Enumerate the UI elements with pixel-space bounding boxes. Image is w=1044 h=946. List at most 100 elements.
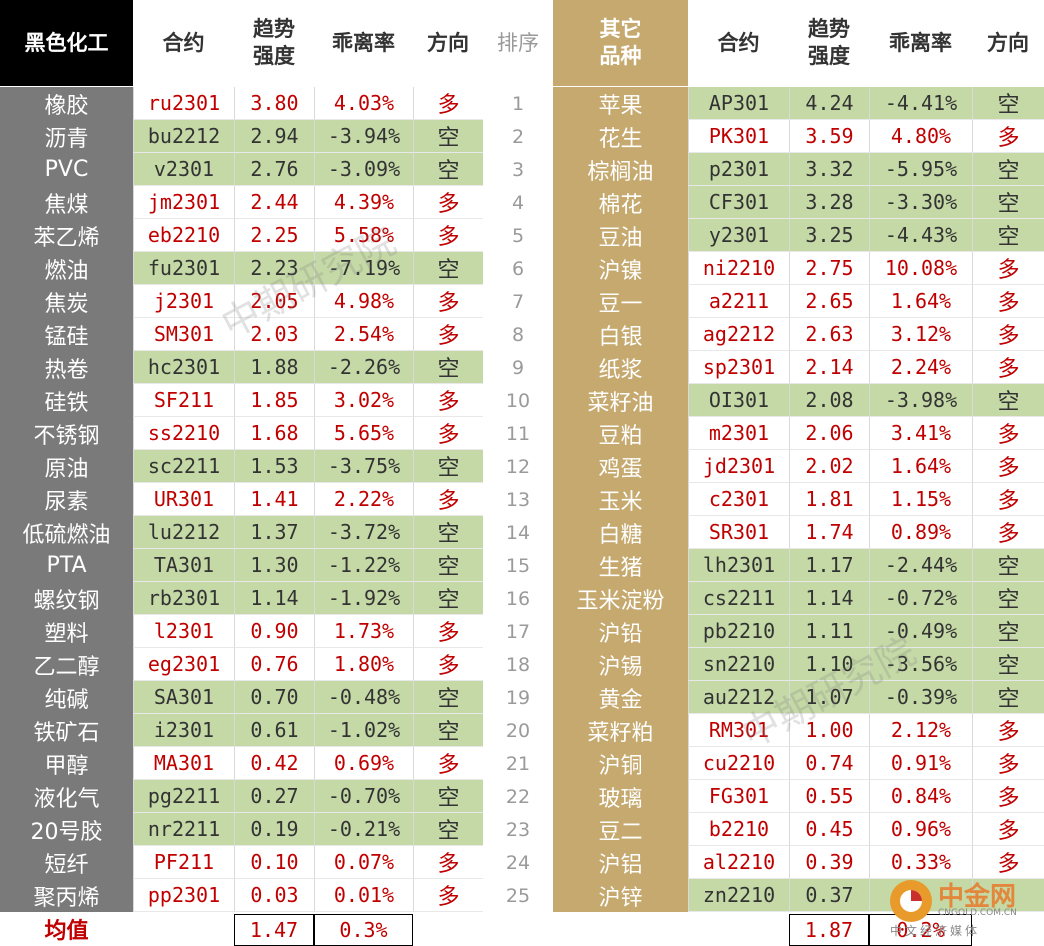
right-name: 黄金 [553,681,688,714]
left-strength: 0.42 [234,747,314,780]
right-strength: 2.65 [789,285,869,318]
rank-number: 17 [505,620,531,643]
right-name: 鸡蛋 [553,450,688,483]
right-deviation: -4.41% [869,87,972,120]
left-direction: 空 [413,780,483,813]
left-contract: SM301 [133,318,234,351]
right-name: 豆粕 [553,417,688,450]
left-deviation: -0.21% [314,813,413,846]
right-name: 玉米 [553,483,688,516]
right-direction: 多 [972,516,1044,549]
right-strength: 2.06 [789,417,869,450]
left-strength: 2.44 [234,186,314,219]
left-deviation: -0.48% [314,681,413,714]
right-name: 豆一 [553,285,688,318]
right-name: 沪锡 [553,648,688,681]
left-direction: 多 [413,846,483,879]
right-strength: 1.74 [789,516,869,549]
rank-number: 5 [511,224,525,247]
right-strength: 0.55 [789,780,869,813]
rank-number: 6 [511,257,525,280]
left-strength: 0.70 [234,681,314,714]
left-deviation: 1.80% [314,648,413,681]
right-direction: 多 [972,813,1044,846]
right-contract: m2301 [688,417,789,450]
left-direction: 空 [413,582,483,615]
left-direction: 多 [413,648,483,681]
left-contract: SF211 [133,384,234,417]
left-direction: 多 [413,384,483,417]
left-direction: 空 [413,516,483,549]
left-deviation: 5.65% [314,417,413,450]
left-deviation: -7.19% [314,252,413,285]
right-deviation: 0.96% [869,813,972,846]
left-strength: 0.90 [234,615,314,648]
right-contract: lh2301 [688,549,789,582]
left-deviation: 5.58% [314,219,413,252]
right-deviation: 0.89% [869,516,972,549]
left-contract: eb2210 [133,219,234,252]
left-strength: 2.76 [234,153,314,186]
header-strength-left: 趋势 强度 [253,17,295,68]
left-deviation: -3.09% [314,153,413,186]
left-contract: j2301 [133,285,234,318]
logo-tagline: 中文经济媒体 [890,924,981,938]
right-contract: p2301 [688,153,789,186]
right-contract: c2301 [688,483,789,516]
left-contract: SA301 [133,681,234,714]
left-strength: 1.53 [234,450,314,483]
right-contract: cu2210 [688,747,789,780]
left-contract: rb2301 [133,582,234,615]
left-strength: 0.10 [234,846,314,879]
rank-number: 4 [511,191,525,214]
left-deviation: -3.72% [314,516,413,549]
right-contract: FG301 [688,780,789,813]
left-contract: hc2301 [133,351,234,384]
right-name: 沪锌 [553,879,688,912]
left-direction: 空 [413,549,483,582]
left-contract: fu2301 [133,252,234,285]
rank-number: 8 [511,323,525,346]
right-name: 棉花 [553,186,688,219]
right-direction: 多 [972,285,1044,318]
average-label: 均值 [44,919,89,944]
right-strength: 1.81 [789,483,869,516]
right-deviation: 0.91% [869,747,972,780]
left-deviation: 2.54% [314,318,413,351]
right-strength: 1.07 [789,681,869,714]
right-deviation: 3.41% [869,417,972,450]
left-strength: 2.05 [234,285,314,318]
right-deviation: -3.56% [869,648,972,681]
header-deviation-right: 乖离率 [889,30,952,55]
left-strength: 1.88 [234,351,314,384]
left-strength: 1.37 [234,516,314,549]
left-name: 短纤 [0,846,133,879]
logo-name: 中金网 [938,882,1017,912]
right-name: 白银 [553,318,688,351]
right-name: 玉米淀粉 [553,582,688,615]
left-direction: 空 [413,714,483,747]
left-name: PTA [0,549,133,582]
left-strength: 1.14 [234,582,314,615]
left-contract: ru2301 [133,87,234,120]
left-name: 聚丙烯 [0,879,133,912]
right-direction: 空 [972,648,1044,681]
left-contract: pg2211 [133,780,234,813]
left-direction: 多 [413,879,483,912]
right-contract: pb2210 [688,615,789,648]
right-strength: 1.11 [789,615,869,648]
right-name: 纸浆 [553,351,688,384]
left-contract: sc2211 [133,450,234,483]
right-deviation: -3.30% [869,186,972,219]
header-category-left: 黑色化工 [0,0,133,86]
left-deviation: -1.92% [314,582,413,615]
right-contract: au2212 [688,681,789,714]
right-name: 菜籽粕 [553,714,688,747]
header-contract-left: 合约 [162,30,205,55]
right-strength: 2.02 [789,450,869,483]
left-direction: 空 [413,351,483,384]
rank-number: 16 [505,587,531,610]
right-deviation: -3.98% [869,384,972,417]
left-contract: TA301 [133,549,234,582]
left-direction: 多 [413,186,483,219]
